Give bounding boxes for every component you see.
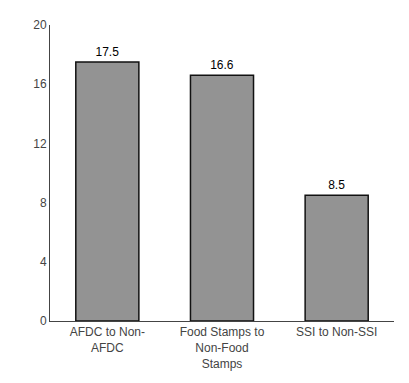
svg-text:8: 8 xyxy=(40,196,47,210)
svg-text:20: 20 xyxy=(33,18,47,32)
svg-text:17.5: 17.5 xyxy=(95,45,119,59)
svg-text:4: 4 xyxy=(40,255,47,269)
svg-text:8.5: 8.5 xyxy=(328,178,345,192)
svg-text:SSI to Non-SSI: SSI to Non-SSI xyxy=(296,325,377,339)
svg-text:16.6: 16.6 xyxy=(210,58,234,72)
svg-text:12: 12 xyxy=(33,137,47,151)
svg-text:AFDC to Non-AFDC: AFDC to Non-AFDC xyxy=(70,325,145,355)
svg-text:0: 0 xyxy=(40,314,47,328)
svg-text:Food Stamps toNon-FoodStamps: Food Stamps toNon-FoodStamps xyxy=(180,325,265,370)
svg-text:16: 16 xyxy=(33,77,47,91)
